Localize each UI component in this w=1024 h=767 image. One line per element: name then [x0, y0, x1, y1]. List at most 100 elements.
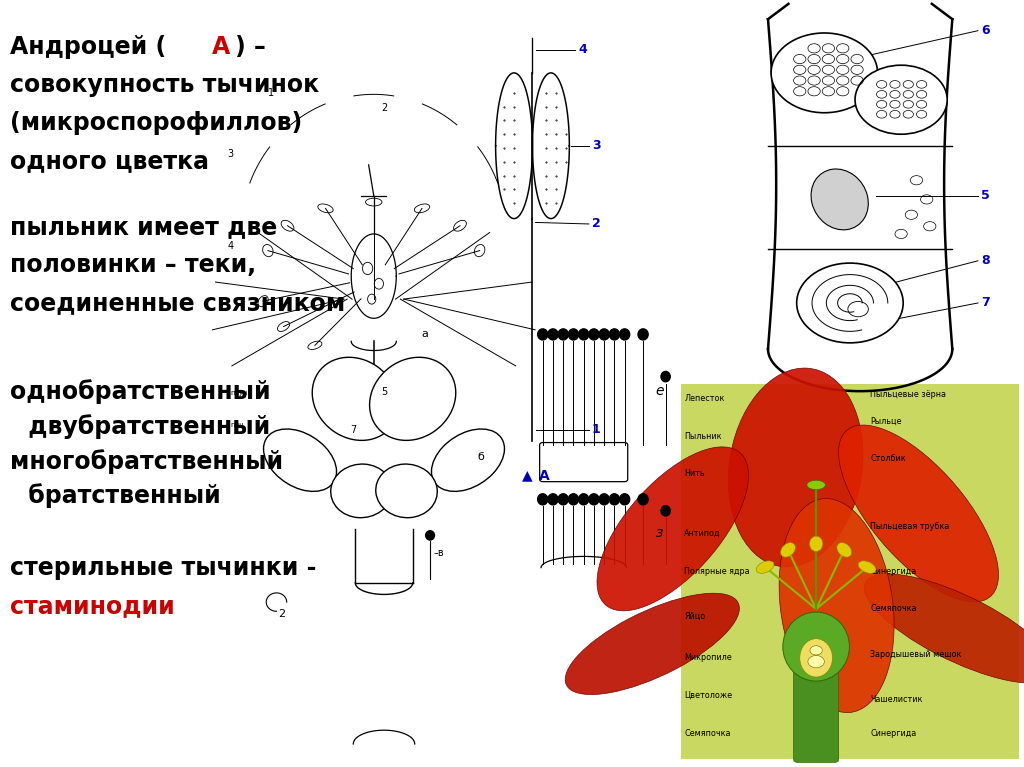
FancyBboxPatch shape: [681, 384, 1019, 759]
Text: 1: 1: [268, 88, 274, 98]
Text: однобратственный: однобратственный: [10, 380, 271, 404]
Text: Нить: Нить: [684, 469, 705, 478]
Text: половинки – теки,: половинки – теки,: [10, 253, 256, 277]
Ellipse shape: [589, 494, 599, 505]
Text: соединенные связником: соединенные связником: [10, 291, 345, 315]
Text: –в: –в: [433, 548, 443, 558]
Text: б: б: [478, 453, 484, 463]
Ellipse shape: [370, 357, 456, 440]
Text: ) –: ) –: [236, 35, 266, 58]
Text: Полярные ядра: Полярные ядра: [684, 567, 750, 576]
Text: совокупность тычинок: совокупность тычинок: [10, 73, 319, 97]
Text: 4: 4: [227, 242, 233, 252]
Text: 1: 1: [258, 568, 264, 578]
Text: Зародышевый мешок: Зародышевый мешок: [870, 650, 962, 659]
Text: Семяпочка: Семяпочка: [870, 604, 916, 614]
Text: пдч: пдч: [230, 420, 244, 426]
Text: 4: 4: [579, 44, 588, 56]
Text: 6: 6: [981, 25, 989, 37]
Text: 2: 2: [592, 218, 601, 230]
Ellipse shape: [548, 329, 558, 340]
Ellipse shape: [312, 357, 398, 440]
Ellipse shape: [783, 612, 850, 681]
Text: Антипод: Антипод: [684, 529, 721, 538]
Text: Андроцей (: Андроцей (: [10, 35, 167, 58]
Circle shape: [771, 33, 878, 113]
Text: 3: 3: [592, 140, 600, 152]
Ellipse shape: [609, 494, 620, 505]
Ellipse shape: [599, 494, 609, 505]
Text: а: а: [422, 330, 428, 340]
Ellipse shape: [263, 429, 337, 492]
Text: Микропиле: Микропиле: [684, 653, 732, 663]
Text: Чашелистик: Чашелистик: [870, 695, 923, 703]
Ellipse shape: [864, 574, 1024, 683]
Ellipse shape: [728, 368, 863, 567]
Ellipse shape: [568, 329, 579, 340]
Ellipse shape: [807, 480, 825, 489]
Text: братственный: братственный: [20, 483, 221, 508]
Text: 2: 2: [279, 610, 285, 620]
Text: Синергида: Синергида: [870, 567, 916, 576]
Ellipse shape: [638, 329, 648, 340]
Text: 7: 7: [350, 426, 356, 436]
Ellipse shape: [638, 494, 648, 505]
Circle shape: [808, 656, 824, 668]
Ellipse shape: [800, 639, 833, 677]
Ellipse shape: [538, 329, 548, 340]
Circle shape: [855, 65, 947, 134]
Ellipse shape: [858, 561, 877, 573]
Text: Семяпочка: Семяпочка: [684, 729, 731, 738]
Ellipse shape: [579, 494, 589, 505]
Ellipse shape: [780, 542, 796, 557]
Text: стаминодии: стаминодии: [10, 594, 175, 618]
Ellipse shape: [620, 494, 630, 505]
Ellipse shape: [620, 329, 630, 340]
Text: A: A: [540, 469, 550, 482]
Ellipse shape: [538, 494, 548, 505]
Text: одного цветка: одного цветка: [10, 150, 209, 173]
Text: Пыльцевая трубка: Пыльцевая трубка: [870, 522, 949, 531]
Ellipse shape: [376, 464, 437, 518]
Text: Синергида: Синергида: [870, 729, 916, 738]
Ellipse shape: [565, 593, 739, 695]
Text: 2: 2: [381, 104, 387, 114]
Ellipse shape: [839, 425, 998, 602]
Text: Яйцо: Яйцо: [684, 612, 706, 621]
Ellipse shape: [811, 169, 868, 230]
Ellipse shape: [662, 505, 670, 516]
Ellipse shape: [599, 329, 609, 340]
Text: пыльник имеет две: пыльник имеет две: [10, 215, 278, 239]
Ellipse shape: [837, 542, 852, 557]
Text: Рыльце: Рыльце: [870, 416, 902, 426]
Ellipse shape: [431, 429, 505, 492]
Text: 8: 8: [981, 255, 989, 267]
Text: стерильные тычинки -: стерильные тычинки -: [10, 556, 316, 580]
Text: е: е: [655, 384, 664, 398]
Ellipse shape: [609, 329, 620, 340]
Text: Пыльцевые зёрна: Пыльцевые зёрна: [870, 390, 946, 400]
Ellipse shape: [558, 329, 568, 340]
Text: A: A: [212, 35, 230, 58]
Text: многобратственный: многобратственный: [10, 449, 284, 473]
Text: 5: 5: [381, 387, 387, 397]
Ellipse shape: [579, 329, 589, 340]
Text: пруч: пруч: [230, 390, 248, 396]
Ellipse shape: [662, 371, 670, 382]
Text: ▲: ▲: [522, 469, 532, 482]
Ellipse shape: [810, 536, 823, 551]
FancyBboxPatch shape: [794, 636, 839, 762]
Text: Лепесток: Лепесток: [684, 394, 725, 403]
Ellipse shape: [548, 494, 558, 505]
Ellipse shape: [597, 447, 749, 611]
Text: двубратственный: двубратственный: [20, 414, 270, 439]
Ellipse shape: [558, 494, 568, 505]
Ellipse shape: [756, 561, 774, 573]
Text: (микроспорофиллов): (микроспорофиллов): [10, 111, 302, 135]
Text: Пыльник: Пыльник: [684, 432, 722, 440]
Ellipse shape: [589, 329, 599, 340]
Ellipse shape: [425, 530, 435, 541]
Text: 5: 5: [981, 189, 990, 202]
Ellipse shape: [779, 499, 894, 713]
Ellipse shape: [568, 494, 579, 505]
